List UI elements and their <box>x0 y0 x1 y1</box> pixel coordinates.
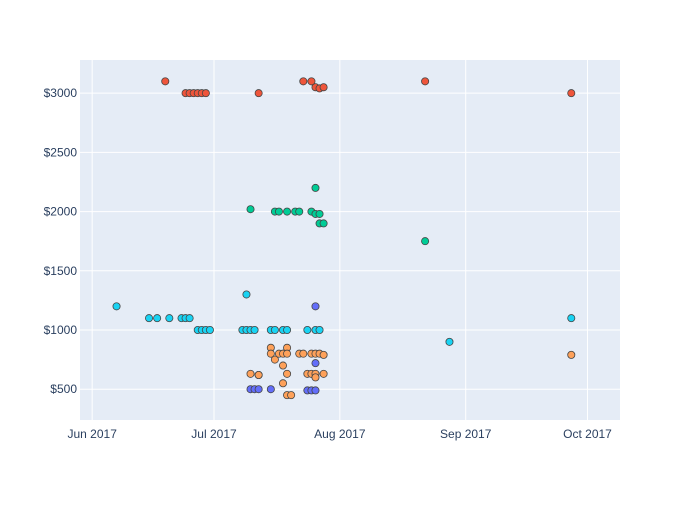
scatter-point-s3-4[interactable] <box>266 385 275 394</box>
scatter-point-s4-8[interactable] <box>279 379 288 388</box>
scatter-point-s2-0[interactable] <box>112 302 121 311</box>
scatter-point-s2-17[interactable] <box>270 325 279 334</box>
x-tick-label-4: Oct 2017 <box>563 427 612 441</box>
scatter-point-s3-8[interactable] <box>311 302 320 311</box>
y-tick-label-1: $1000 <box>44 323 78 337</box>
scatter-point-s0-9[interactable] <box>307 77 316 86</box>
scatter-point-s2-22[interactable] <box>315 325 324 334</box>
scatter-point-s1-0[interactable] <box>246 205 255 214</box>
scatter-point-s2-12[interactable] <box>242 290 251 299</box>
scatter-point-s4-25[interactable] <box>567 350 576 359</box>
scatter-point-s2-15[interactable] <box>250 325 259 334</box>
scatter-point-s4-13[interactable] <box>287 391 296 400</box>
scatter-point-s4-0[interactable] <box>246 369 255 378</box>
scatter-point-s4-1[interactable] <box>254 370 263 379</box>
x-tick-label-2: Aug 2017 <box>314 427 366 441</box>
tick-labels: $500 $1000 $1500 $2000 $2500 $3000 Jun 2017 Jul… <box>44 86 613 441</box>
x-tick-label-3: Sep 2017 <box>440 427 492 441</box>
scatter-point-s1-3[interactable] <box>283 207 292 216</box>
x-tick-label-1: Jul 2017 <box>191 427 237 441</box>
y-tick-label-2: $1500 <box>44 264 78 278</box>
scatter-point-s1-11[interactable] <box>319 219 328 228</box>
scatter-point-s3-2[interactable] <box>254 385 263 394</box>
scatter-point-s4-7[interactable] <box>279 361 288 370</box>
scatter-point-s1-5[interactable] <box>295 207 304 216</box>
scatter-point-s0-12[interactable] <box>319 83 328 92</box>
scatter-point-s1-9[interactable] <box>315 209 324 218</box>
scatter-point-s2-1[interactable] <box>145 314 154 323</box>
grid-lines <box>80 60 620 420</box>
scatter-point-s0-6[interactable] <box>201 89 210 98</box>
x-tick-label-0: Jun 2017 <box>67 427 117 441</box>
scatter-point-s2-20[interactable] <box>303 325 312 334</box>
scatter-point-s2-6[interactable] <box>185 314 194 323</box>
scatter-point-s2-19[interactable] <box>283 325 292 334</box>
scatter-point-s2-2[interactable] <box>153 314 162 323</box>
scatter-point-s2-24[interactable] <box>567 314 576 323</box>
scatter-point-s0-13[interactable] <box>421 77 430 86</box>
scatter-point-s4-4[interactable] <box>270 355 279 364</box>
scatter-point-s4-3[interactable] <box>266 349 275 358</box>
scatter-point-s4-24[interactable] <box>319 369 328 378</box>
data-points <box>112 77 576 400</box>
scatter-point-s2-3[interactable] <box>165 314 174 323</box>
scatter-point-s3-9[interactable] <box>311 359 320 368</box>
scatter-point-s4-15[interactable] <box>299 349 308 358</box>
scatter-point-s4-23[interactable] <box>319 350 328 359</box>
scatter-point-s0-8[interactable] <box>299 77 308 86</box>
scatter-point-s0-7[interactable] <box>254 89 263 98</box>
scatter-point-s4-21[interactable] <box>311 373 320 382</box>
scatter-point-s2-10[interactable] <box>205 325 214 334</box>
plot-background <box>80 60 620 420</box>
scatter-point-s1-2[interactable] <box>274 207 283 216</box>
y-tick-label-0: $500 <box>50 382 77 396</box>
y-tick-label-3: $2000 <box>44 205 78 219</box>
y-tick-label-4: $2500 <box>44 145 78 159</box>
y-tick-label-5: $3000 <box>44 86 78 100</box>
scatter-point-s0-0[interactable] <box>161 77 170 86</box>
scatter-point-s4-11[interactable] <box>283 369 292 378</box>
scatter-point-s1-7[interactable] <box>311 183 320 192</box>
scatter-point-s4-10[interactable] <box>283 349 292 358</box>
scatter-point-s3-7[interactable] <box>311 386 320 395</box>
scatter-point-s2-23[interactable] <box>445 337 454 346</box>
scatter-point-s0-14[interactable] <box>567 89 576 98</box>
scatter-point-s1-12[interactable] <box>421 237 430 246</box>
